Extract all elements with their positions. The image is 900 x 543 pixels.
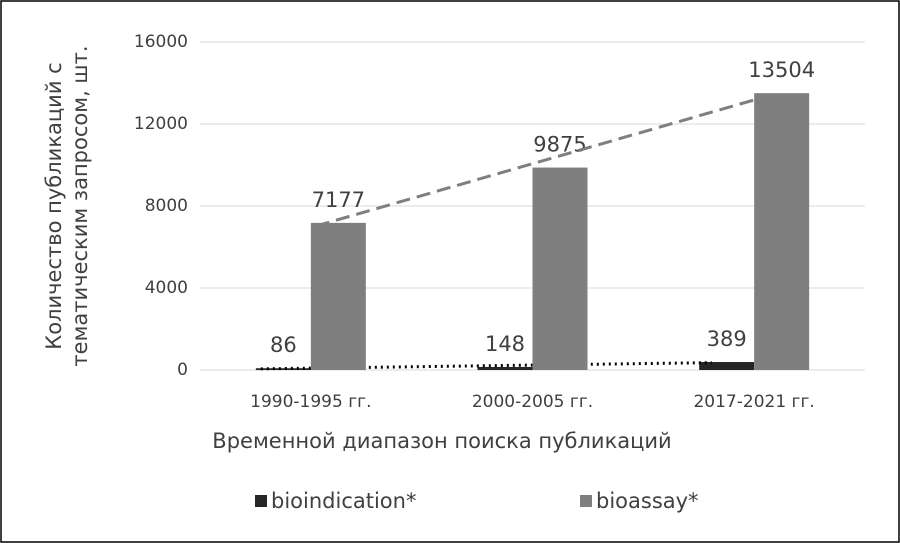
- data-label: 7177: [312, 188, 365, 212]
- bar: [477, 366, 533, 370]
- y-axis-title: Количество публикаций с тематическим зап…: [42, 45, 92, 366]
- legend-label: bioindication*: [271, 489, 416, 513]
- bar: [532, 167, 588, 370]
- data-label: 13504: [748, 58, 815, 82]
- data-label: 148: [485, 332, 525, 356]
- legend-label: bioassay*: [596, 489, 699, 513]
- bar: [699, 362, 755, 370]
- y-axis-title-line: Количество публикаций с: [42, 62, 66, 349]
- y-tick-label: 12000: [134, 114, 188, 134]
- y-tick-label: 4000: [145, 278, 188, 298]
- data-label: 86: [270, 333, 297, 357]
- bar: [255, 368, 311, 370]
- legend-swatch: [255, 495, 267, 507]
- data-label: 389: [707, 327, 747, 351]
- y-tick-label: 8000: [145, 196, 188, 216]
- legend-swatch: [580, 495, 592, 507]
- y-tick-label: 0: [177, 360, 188, 380]
- x-tick-label: 1990-1995 гг.: [250, 392, 371, 412]
- x-axis-title: Временной диапазон поиска публикаций: [212, 429, 671, 453]
- bar: [754, 93, 810, 370]
- bar: [310, 222, 366, 370]
- x-tick-label: 2017-2021 гг.: [693, 392, 814, 412]
- y-axis-title-line: тематическим запросом, шт.: [68, 45, 92, 366]
- y-tick-label: 16000: [134, 32, 188, 52]
- data-label: 9875: [533, 133, 586, 157]
- trendline: [315, 94, 768, 228]
- x-tick-label: 2000-2005 гг.: [472, 392, 593, 412]
